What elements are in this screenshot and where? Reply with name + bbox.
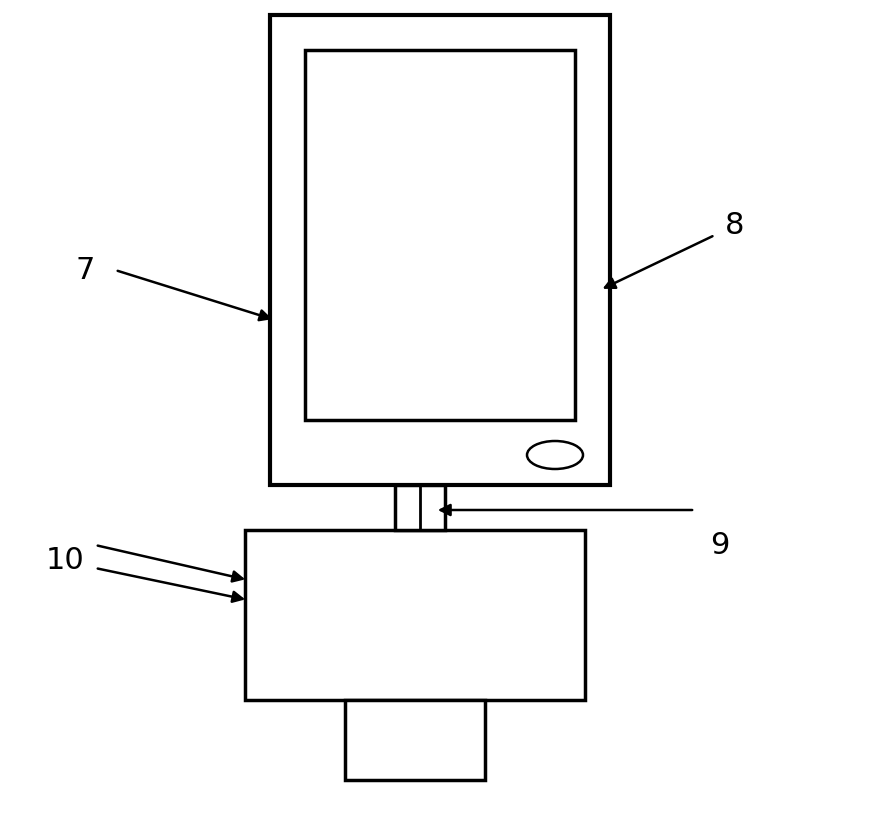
Text: 9: 9 bbox=[710, 531, 730, 559]
Bar bbox=[305, 50, 575, 420]
Bar bbox=[270, 15, 610, 485]
Bar bbox=[395, 485, 445, 530]
Text: 7: 7 bbox=[75, 255, 95, 285]
Text: 8: 8 bbox=[725, 211, 745, 240]
Bar bbox=[245, 530, 585, 700]
Text: 10: 10 bbox=[46, 546, 84, 575]
Ellipse shape bbox=[527, 441, 583, 469]
Bar bbox=[345, 700, 485, 780]
